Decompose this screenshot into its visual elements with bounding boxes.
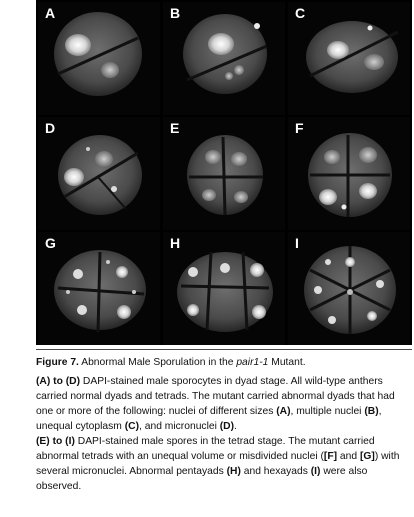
ref-h: (H) [226,466,241,477]
panel-label-a: A [45,5,56,21]
panel-h-image [177,251,273,332]
caption-p2-text-2: and [337,451,360,462]
panel-label-g: G [45,235,56,251]
panel-b-image [183,14,268,94]
panel-b: B [163,2,285,115]
caption-p1-text-3: , unequal cytoplasm [36,406,382,432]
panel-a-image [54,12,142,96]
panel-a: A [38,2,160,115]
panel-label-h: H [170,235,181,251]
panel-f-image [308,133,392,217]
caption-title: Figure 7. Abnormal Male Sporulation in t… [36,355,412,370]
panel-e: E [163,117,285,230]
panel-d: D [38,117,160,230]
ref-g: [G] [359,451,375,462]
caption-gene-name: pair1-1 [236,357,269,368]
caption-p2-text-5: were also observed. [36,466,368,492]
caption-p2-text-3: ) with several micronuclei. Abnormal pen… [36,451,400,477]
caption-p1-text-5: . [234,421,237,432]
panel-g: G [38,232,160,345]
caption-p1-text-4: , and micronuclei [139,421,220,432]
ref-f: [F] [323,451,338,462]
panel-label-d: D [45,120,56,136]
panel-label-f: F [295,120,304,136]
panel-g-image [54,250,146,333]
panel-d-image [58,135,142,215]
panel-c-image [306,21,399,93]
caption-divider [36,349,412,350]
panel-h: H [163,232,285,345]
figure-caption: Figure 7. Abnormal Male Sporulation in t… [36,355,412,494]
panel-label-b: B [170,5,181,21]
panel-label-e: E [170,120,180,136]
ref-b: (B) [364,406,379,417]
ref-c: (C) [124,421,140,432]
panel-c: C [288,2,410,115]
ref-d: (D) [219,421,235,432]
ref-a: (A) [276,406,291,417]
panel-f: F [288,117,410,230]
figure-number: Figure 7. [36,357,79,368]
ref-i: (I) [310,466,321,477]
caption-paragraph-1: (A) to (D) DAPI-stained male sporocytes … [36,374,412,434]
caption-title-text-2: Mutant. [268,357,306,368]
caption-p2-text-4: and hexayads [240,466,311,477]
panel-i-image [304,246,396,334]
micrograph-figure: A B C [36,0,412,345]
caption-p2-text-1: DAPI-stained male spores in the tetrad s… [36,436,375,462]
caption-p1-text-2: , multiple nuclei [290,406,365,417]
caption-p1-text-1: DAPI-stained male sporocytes in dyad sta… [36,376,395,417]
caption-title-text-1: Abnormal Male Sporulation in the [78,357,237,368]
caption-paragraph-2: (E) to (I) DAPI-stained male spores in t… [36,434,412,494]
panel-label-c: C [295,5,306,21]
panel-e-image [187,135,263,216]
panel-i: I [288,232,410,345]
ref-e-to-i: (E) to (I) [36,436,75,447]
ref-a-to-d: (A) to (D) [36,376,81,387]
panel-label-i: I [295,235,299,251]
